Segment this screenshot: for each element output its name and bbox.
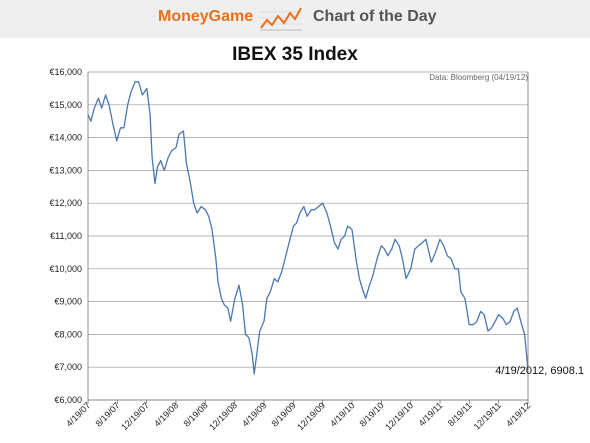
x-tick-label: 8/19/09	[269, 400, 297, 428]
x-tick-label: 4/19/09	[240, 400, 268, 428]
x-tick-label: 4/19/11	[417, 400, 445, 428]
y-tick-label: €7,000	[54, 362, 82, 372]
plot-frame	[87, 72, 529, 401]
x-tick-label: 12/19/09	[295, 400, 327, 432]
rising-line-chart-icon	[260, 7, 302, 31]
gridlines	[88, 71, 528, 401]
series-line	[87, 81, 529, 375]
y-tick-label: €14,000	[49, 133, 82, 143]
x-tick-label: 8/19/10	[357, 400, 385, 428]
x-tick-label: 12/19/08	[207, 400, 239, 432]
x-tick-label: 8/19/07	[93, 400, 121, 428]
x-tick-label: 8/19/11	[446, 400, 474, 428]
y-tick-label: €16,000	[49, 67, 82, 77]
y-tick-label: €8,000	[54, 329, 82, 339]
x-tick-label: 4/19/12	[504, 400, 532, 428]
x-tick-label: 12/19/11	[472, 400, 503, 431]
header-banner: MoneyGame Chart of the Day	[0, 0, 590, 38]
chart-title: IBEX 35 Index	[232, 44, 358, 65]
x-tick-label: 12/19/10	[383, 400, 415, 432]
x-tick-label: 4/19/08	[152, 400, 180, 428]
y-tick-label: €10,000	[49, 264, 82, 274]
source-note: Data: Bloomberg (04/19/12)	[429, 73, 528, 82]
last-value-annotation: 4/19/2012, 6908.1	[495, 365, 584, 377]
x-tick-label: 12/19/07	[119, 400, 151, 432]
x-tick-label: 8/19/08	[181, 400, 209, 428]
y-tick-label: €12,000	[49, 198, 82, 208]
section-title: Chart of the Day	[313, 8, 437, 25]
y-axis-ticks: €6,000 €7,000 €8,000 €9,000 €10,000 €11,000 €1…	[49, 67, 82, 405]
y-tick-label: €9,000	[54, 297, 82, 307]
y-tick-label: €11,000	[50, 231, 82, 241]
y-tick-label: €6,000	[54, 395, 82, 405]
y-tick-label: €15,000	[49, 100, 82, 110]
x-tick-label: 4/19/10	[328, 400, 356, 428]
brand-name: MoneyGame	[158, 8, 254, 25]
y-tick-label: €13,000	[49, 165, 82, 175]
